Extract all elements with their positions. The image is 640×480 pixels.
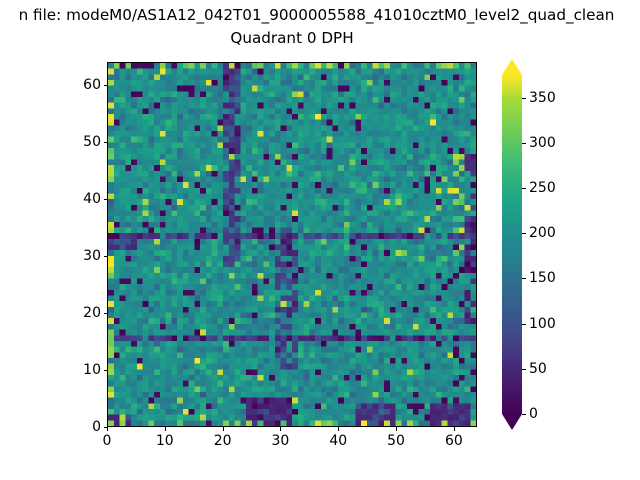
figure-suptitle: n file: modeM0/AS1A12_042T01_9000005588_… (0, 4, 640, 26)
colorbar-tick-label: 350 (529, 89, 556, 106)
y-tick-mark (103, 369, 107, 371)
y-tick-mark (103, 427, 107, 428)
x-tick-mark (396, 427, 398, 431)
colorbar-tick-mark (522, 142, 526, 144)
colorbar-extend-max-arrow (502, 59, 522, 75)
y-tick-label: 40 (83, 190, 101, 207)
colorbar-body (502, 75, 522, 414)
colorbar-tick-label: 100 (529, 315, 556, 332)
x-tick-label: 30 (271, 433, 290, 449)
y-tick-label: 0 (92, 419, 101, 435)
x-tick-label: 20 (213, 433, 232, 449)
y-tick-label: 60 (83, 76, 101, 93)
colorbar-gradient[interactable] (501, 58, 523, 431)
colorbar-tick-mark (522, 414, 526, 415)
colorbar-tick-label: 0 (529, 406, 538, 422)
x-tick-mark (107, 427, 108, 431)
y-tick-label: 30 (83, 247, 101, 264)
y-tick-mark (103, 312, 107, 314)
x-tick-mark (338, 427, 340, 431)
colorbar-tick-label: 200 (529, 225, 556, 242)
y-tick-mark (103, 255, 107, 257)
colorbar-tick-label: 250 (529, 180, 556, 196)
colorbar-tick-mark (522, 368, 526, 370)
x-tick-mark (453, 427, 455, 431)
axes-title: Quadrant 0 DPH (230, 29, 354, 47)
colorbar-tick-label: 150 (529, 270, 556, 287)
colorbar-tick-mark (522, 188, 526, 189)
suptitle-text: n file: modeM0/AS1A12_042T01_9000005588_… (18, 6, 615, 24)
x-tick-label: 0 (102, 433, 112, 449)
y-tick-label: 50 (83, 133, 101, 150)
colorbar-extend-min-arrow (502, 414, 522, 430)
colorbar-tick-mark (522, 323, 526, 325)
y-tick-mark (103, 198, 107, 200)
x-tick-mark (280, 427, 282, 431)
y-tick-label: 10 (83, 361, 101, 378)
y-tick-mark (103, 84, 107, 86)
colorbar-tick-mark (522, 233, 526, 235)
y-tick-label: 20 (83, 304, 101, 321)
y-tick-mark (103, 141, 107, 143)
colorbar-tick-mark (522, 278, 526, 280)
x-tick-label: 40 (329, 433, 348, 449)
x-tick-mark (164, 427, 166, 431)
x-tick-label: 60 (444, 433, 463, 449)
colorbar[interactable]: 0 50 100 150 200 250 300 350 (501, 58, 556, 431)
colorbar-tick-mark (522, 97, 526, 99)
colorbar-tick-label: 300 (529, 134, 556, 151)
colorbar-tick-label: 50 (529, 360, 547, 377)
x-tick-label: 10 (155, 433, 174, 449)
heatmap-axes[interactable] (107, 62, 477, 427)
x-tick-mark (222, 427, 224, 431)
x-tick-label: 50 (387, 433, 405, 449)
heatmap-image[interactable] (108, 63, 476, 426)
